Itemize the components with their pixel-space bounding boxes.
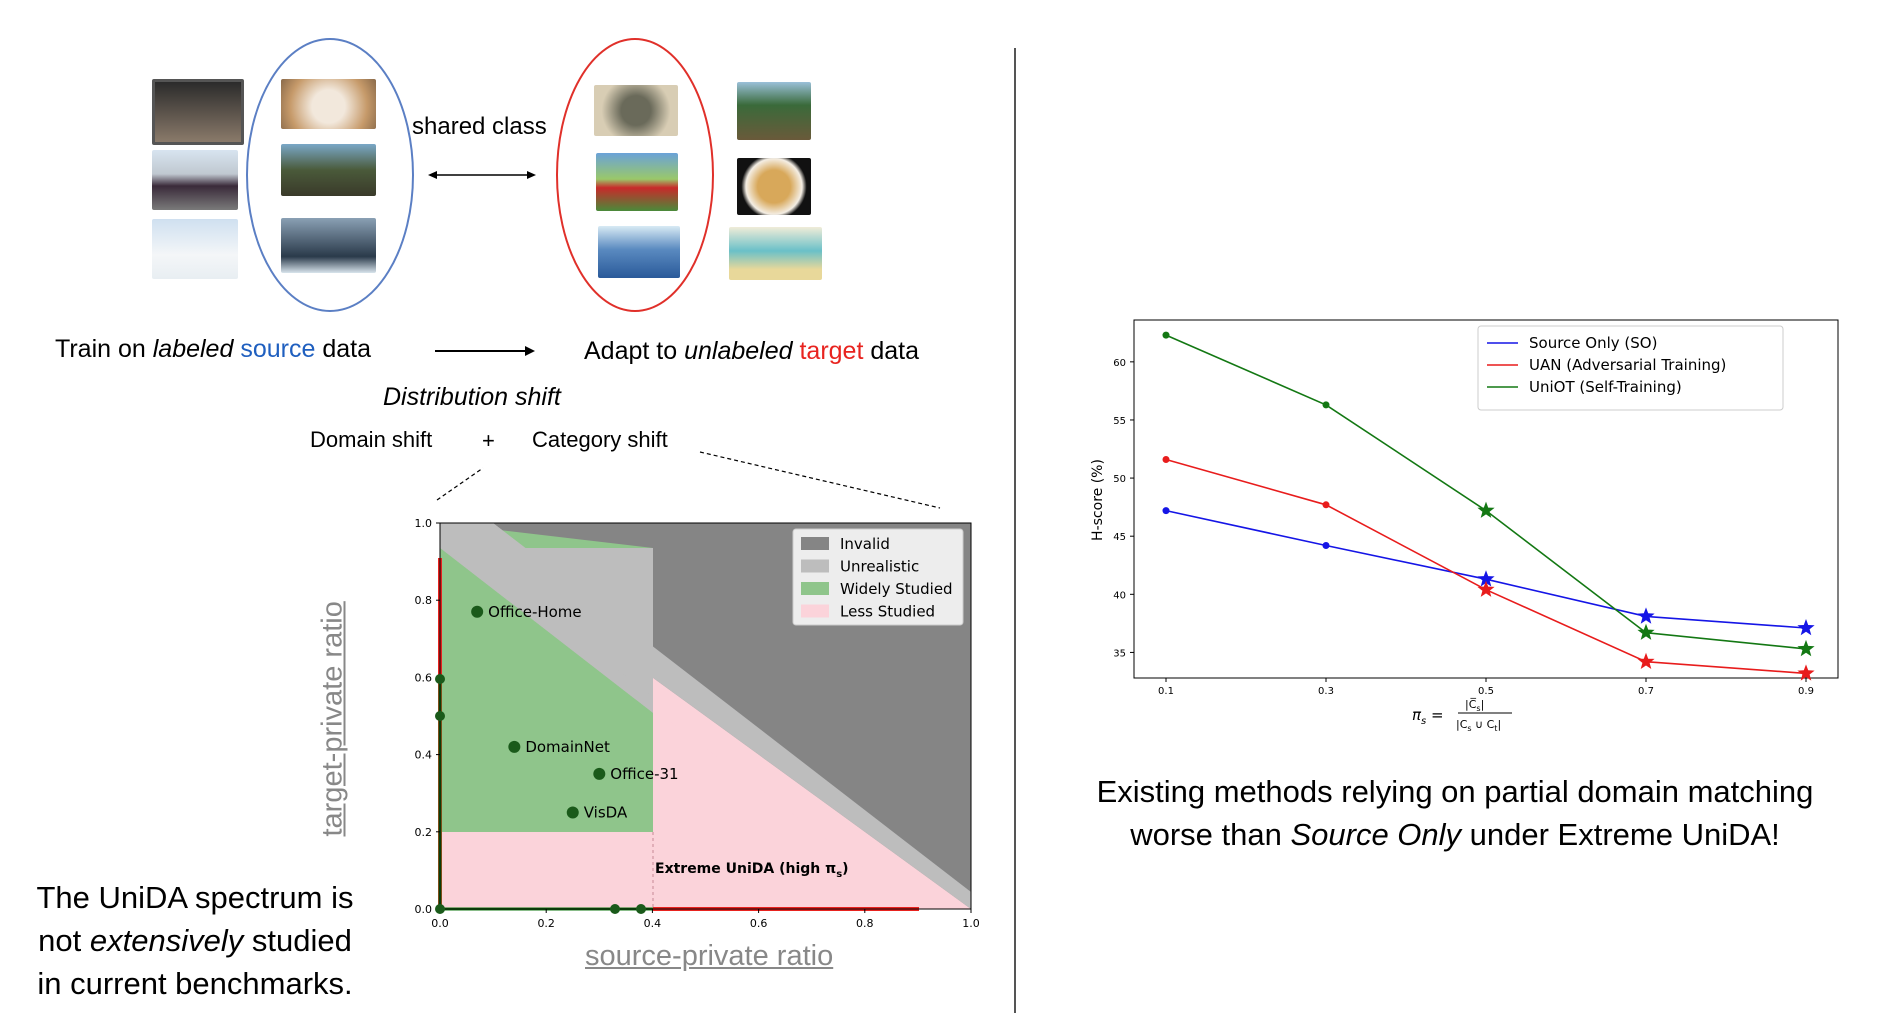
- spectrum-legend-label: Unrealistic: [840, 558, 919, 576]
- hscore-xlabel: πs =: [1412, 706, 1444, 727]
- cat-target-image: [594, 85, 678, 136]
- spectrum-ytick-label: 0.8: [415, 594, 433, 607]
- hscore-ytick-label: 60: [1113, 358, 1126, 369]
- hscore-xtick-label: 0.1: [1158, 686, 1174, 697]
- hscore-star-marker: [1797, 664, 1815, 681]
- spectrum-legend: Invalid Unrealistic Widely Studied Less Stu…: [792, 528, 964, 626]
- extreme-unida-label: Extreme UniDA (high πs): [655, 861, 849, 880]
- hscore-caption: Existing methods relying on partial doma…: [1096, 774, 1814, 852]
- hscore-xlabel-numerator: |C̅s|: [1465, 698, 1484, 713]
- top-illustration: [246, 38, 941, 509]
- whale-target-image: [598, 226, 680, 278]
- distribution-shift-label: Distribution shift: [383, 383, 561, 411]
- truck-source-image: [281, 144, 376, 196]
- spectrum-caption: The UniDA spectrum is not extensively st…: [36, 880, 354, 1001]
- benchmark-label: Office-Home: [488, 603, 582, 621]
- hscore-point-marker: [1162, 455, 1170, 463]
- spectrum-xtick-label: 0.8: [856, 917, 874, 930]
- hscore-ytick-label: 40: [1113, 590, 1126, 601]
- hscore-legend-label: UniOT (Self-Training): [1529, 378, 1682, 396]
- zoom-line-right: [699, 451, 941, 509]
- hscore-series-line: [1165, 458, 1807, 675]
- unida-spectrum-plot: 0.0 0.2 0.4 0.6 0.8 1.0 0.0 0.2 0.4 0.6 0.8 1.0 Off…: [415, 517, 980, 930]
- leopard-image: [737, 158, 811, 215]
- spectrum-xtick-label: 0.6: [750, 917, 768, 930]
- train-to-adapt-arrow: [435, 346, 535, 356]
- hscore-ytick-label: 55: [1113, 416, 1126, 427]
- orca-source-image: [281, 218, 376, 273]
- hscore-star-marker: [1797, 619, 1815, 636]
- spectrum-xtick-label: 0.0: [431, 917, 449, 930]
- spectrum-xtick-label: 1.0: [962, 917, 980, 930]
- spectrum-legend-label: Less Studied: [840, 603, 935, 621]
- hscore-xtick-label: 0.3: [1318, 686, 1334, 697]
- spectrum-ytick-label: 0.6: [415, 671, 433, 684]
- hscore-point-marker: [1322, 401, 1330, 409]
- vertical-divider: [1014, 48, 1016, 1013]
- hscore-star-marker: [1637, 623, 1655, 640]
- hscore-legend-label: UAN (Adversarial Training): [1529, 356, 1726, 374]
- shared-class-double-arrow: [428, 171, 536, 179]
- adapt-to-target-text: Adapt to unlabeled target data: [584, 337, 920, 365]
- hscore-xtick-label: 0.7: [1638, 686, 1654, 697]
- truck-target-image: [596, 153, 678, 211]
- spectrum-legend-label: Invalid: [840, 535, 890, 553]
- spectrum-legend-label: Widely Studied: [840, 580, 953, 598]
- hscore-ytick-label: 50: [1113, 474, 1126, 485]
- zoom-line-left: [436, 467, 484, 501]
- plus-sign: +: [482, 428, 495, 453]
- benchmark-label: DomainNet: [525, 738, 610, 756]
- shared-class-label: shared class: [412, 113, 547, 140]
- hscore-series-line: [1165, 509, 1807, 629]
- hscore-point-marker: [1322, 541, 1330, 549]
- hscore-xtick-label: 0.5: [1478, 686, 1494, 697]
- spectrum-legend-swatch: [801, 604, 829, 618]
- hscore-star-marker: [1797, 639, 1815, 657]
- hscore-star-marker: [1637, 607, 1655, 624]
- spectrum-legend-swatch: [801, 582, 829, 595]
- spectrum-ytick-label: 0.2: [415, 826, 433, 839]
- benchmark-label: VisDA: [584, 804, 628, 822]
- spectrum-legend-swatch: [801, 559, 829, 573]
- hscore-star-marker: [1477, 501, 1495, 518]
- source-shared-ellipse: [246, 38, 414, 312]
- target-shared-ellipse: [556, 38, 714, 312]
- category-shift-label: Category shift: [532, 427, 668, 452]
- hscore-xlabel-denominator: |Cs ∪ Ct|: [1456, 718, 1501, 733]
- hscore-star-marker: [1637, 652, 1655, 669]
- hscore-star-marker: [1477, 580, 1495, 597]
- spectrum-ylabel: target-private ratio: [316, 601, 349, 837]
- spectrum-xtick-label: 0.4: [644, 917, 662, 930]
- train-on-source-text: Train on labeled source data: [55, 335, 371, 363]
- hscore-point-marker: [1162, 507, 1170, 515]
- hscore-ytick-label: 35: [1113, 648, 1126, 659]
- hscore-point-marker: [1322, 501, 1330, 509]
- hscore-legend: Source Only (SO) UAN (Adversarial Trainin…: [1477, 325, 1784, 411]
- train-image: [152, 150, 238, 210]
- beach-image: [729, 227, 822, 280]
- spectrum-ytick-label: 0.0: [415, 903, 433, 916]
- snowman-image: [152, 219, 238, 279]
- benchmark-point: [593, 767, 606, 780]
- spectrum-ytick-label: 0.4: [415, 749, 433, 762]
- hscore-legend-label: Source Only (SO): [1529, 334, 1657, 352]
- spectrum-xlabel: source-private ratio: [585, 940, 834, 972]
- benchmark-point: [471, 605, 484, 618]
- hscore-ytick-label: 45: [1113, 532, 1126, 543]
- benchmark-label: Office-31: [610, 765, 678, 783]
- hscore-point-marker: [1162, 331, 1170, 339]
- spectrum-legend-swatch: [801, 537, 829, 550]
- benchmark-point: [508, 740, 521, 753]
- oven-image: [152, 79, 244, 145]
- hscore-star-marker: [1477, 570, 1495, 587]
- spectrum-ytick-label: 1.0: [415, 517, 433, 530]
- spectrum-xtick-label: 0.2: [537, 917, 555, 930]
- forest-image: [737, 82, 811, 140]
- cat-source-image: [281, 79, 376, 129]
- hscore-xtick-label: 0.9: [1798, 686, 1814, 697]
- hscore-ylabel: H-score (%): [1090, 459, 1106, 541]
- benchmark-point: [566, 806, 579, 819]
- domain-shift-label: Domain shift: [310, 427, 433, 452]
